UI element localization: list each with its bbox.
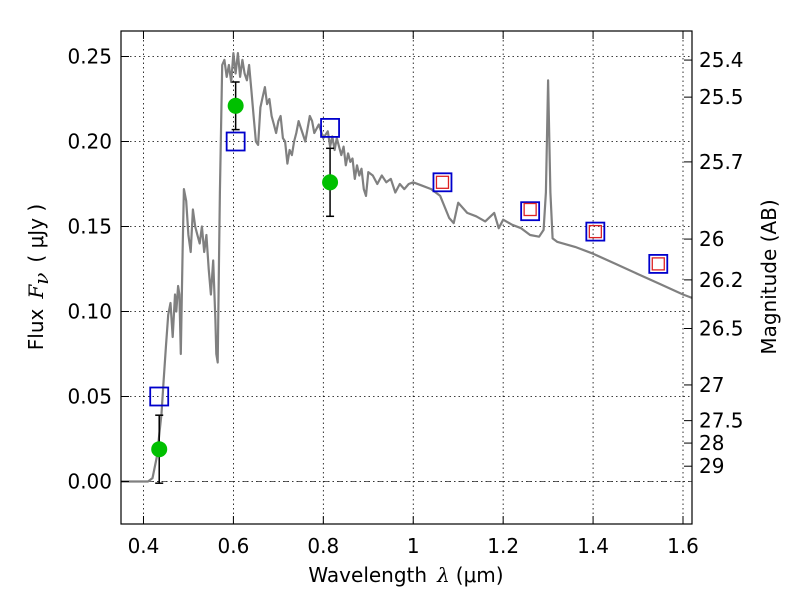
nir-flux-point: [435, 175, 450, 189]
x-axis-symbol: λ: [436, 563, 450, 587]
model-photometry-point: [585, 221, 606, 242]
y-axis-subscript: ν: [29, 273, 53, 285]
x-axis-label-text: Wavelength: [308, 563, 427, 587]
nir-flux-point: [588, 224, 602, 239]
axis-ticks: [121, 31, 692, 524]
x-tick-label: 0.6: [217, 534, 249, 558]
x-axis-label: Wavelength λ (μm): [308, 563, 503, 587]
x-tick-label: 1: [407, 534, 420, 558]
x-axis-unit: (μm): [456, 563, 504, 587]
observed-flux-point: [151, 441, 168, 458]
photometry-points: [149, 81, 669, 484]
magnitude-tick-label: 25.4: [699, 48, 744, 72]
y-axis-label: Flux Fν ( μJy ): [24, 204, 53, 350]
model-photometry-point: [648, 253, 669, 274]
y-tick-label: 0.05: [67, 385, 112, 409]
x-tick-label: 0.8: [307, 534, 339, 558]
x-tick-label: 1.2: [487, 534, 519, 558]
magnitude-tick-label: 29: [699, 454, 724, 478]
y-axis-symbol: F: [24, 284, 48, 300]
observed-flux-point: [227, 97, 244, 114]
magnitude-tick-label: 25.7: [699, 150, 744, 174]
y-tick-label: 0.00: [67, 470, 112, 494]
model-photometry-point: [149, 386, 170, 407]
magnitude-tick-label: 27: [699, 373, 724, 397]
sed-line: [121, 52, 692, 483]
y-tick-label: 0.25: [67, 45, 112, 69]
magnitude-tick-label: 26.2: [699, 268, 744, 292]
observed-flux-point: [322, 174, 339, 191]
right-axis-label: Magnitude (AB): [757, 199, 781, 354]
x-tick-label: 1.4: [577, 534, 609, 558]
model-photometry-point: [520, 201, 541, 222]
x-tick-label: 1.6: [667, 534, 699, 558]
grid: [121, 31, 692, 524]
nir-flux-point: [651, 257, 665, 271]
model-photometry-point: [225, 131, 246, 152]
y-tick-label: 0.10: [67, 300, 112, 324]
model-photometry-point: [432, 172, 453, 193]
plot-frame: [120, 30, 693, 525]
model-sed: [121, 52, 692, 483]
magnitude-tick-label: 25.5: [699, 85, 744, 109]
magnitude-tick-label: 26: [699, 227, 724, 251]
magnitude-tick-label: 26.5: [699, 317, 744, 341]
y-axis-label-text: Flux: [24, 308, 48, 350]
x-tick-label: 0.4: [128, 534, 160, 558]
magnitude-tick-label: 27.5: [699, 409, 744, 433]
model-photometry-point: [320, 118, 340, 138]
tick-labels: 0.4 0.6 0.8 1 1.2 1.4 1.6 0.00 0.05 0.10 0.15 0.20 0…: [67, 45, 743, 559]
y-axis-unit: ( μJy ): [24, 204, 48, 263]
y-tick-label: 0.15: [67, 215, 112, 239]
y-tick-label: 0.20: [67, 130, 112, 154]
nir-flux-point: [523, 202, 537, 217]
magnitude-tick-label: 28: [699, 431, 724, 455]
